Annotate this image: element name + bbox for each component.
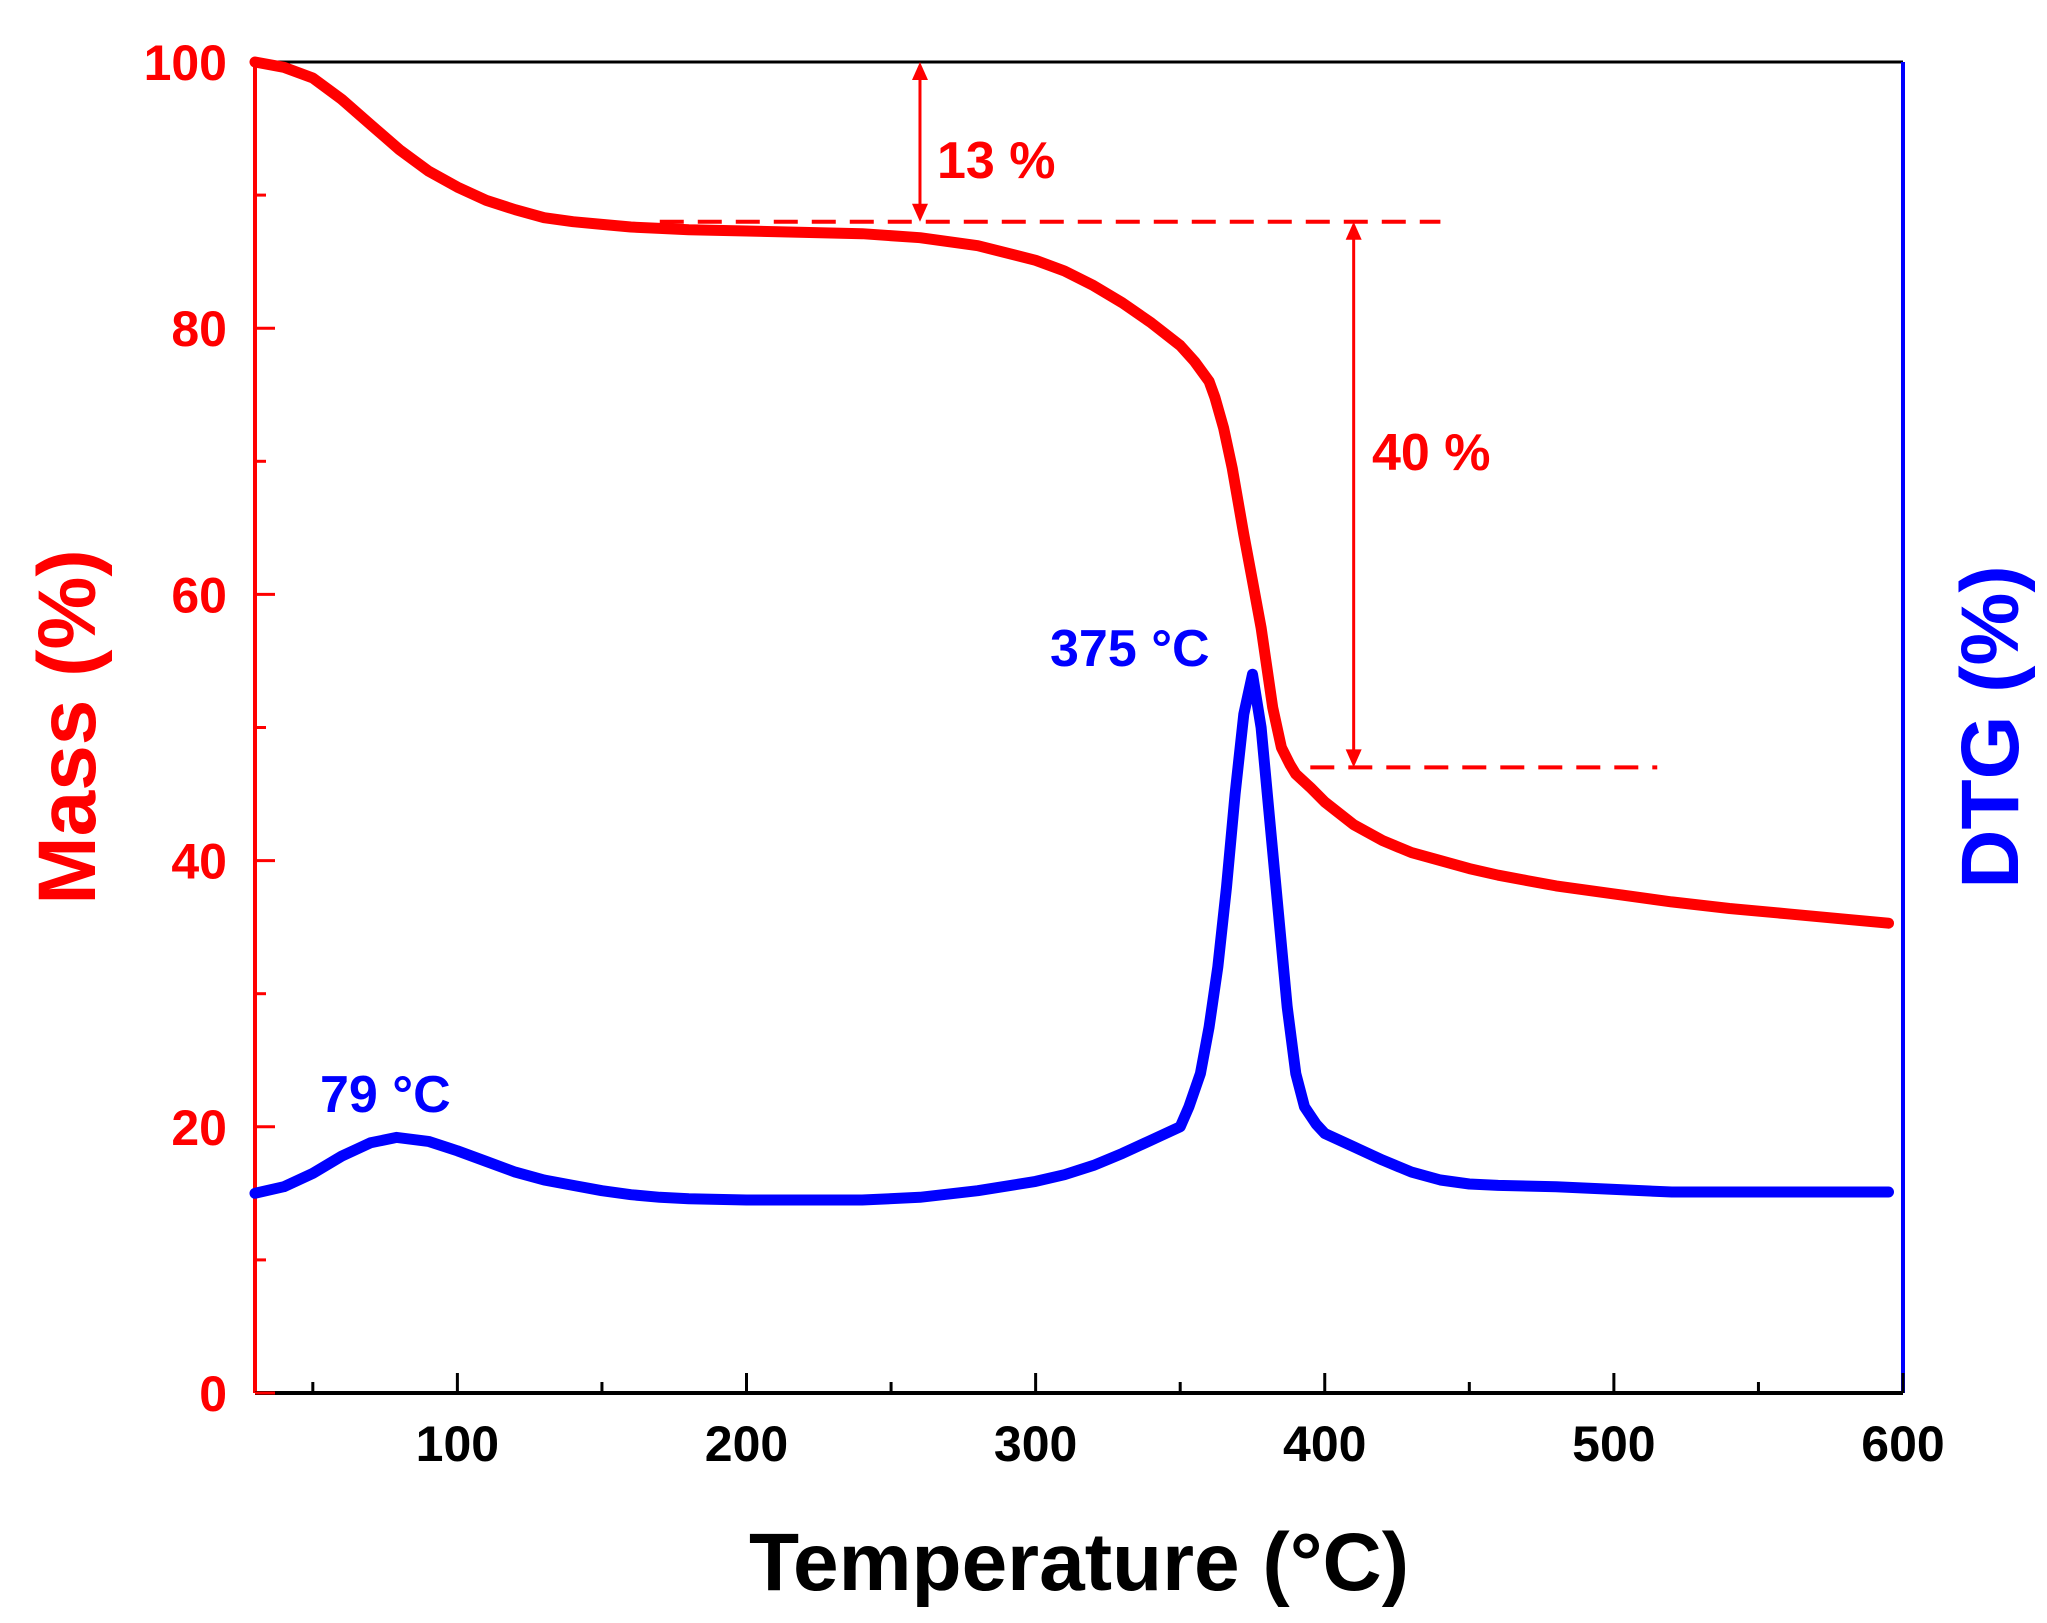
arrowhead-up-1 [1345,221,1362,240]
peak-label-79: 79 °C [320,1066,451,1124]
arrowhead-down-0 [911,203,928,222]
y-tick-label: 20 [171,1100,227,1156]
x-tick-label: 100 [416,1416,499,1472]
y-tick-label: 0 [199,1366,227,1422]
x-axis-title: Temperature (°C) [749,1517,1409,1608]
right-axis-title: DTG (%) [1945,565,2036,888]
y-tick-label: 40 [171,834,227,890]
y-tick-label: 60 [171,567,227,623]
arrowhead-down-1 [1345,749,1362,768]
series-line-dtg [249,668,1894,1206]
x-tick-label: 500 [1572,1416,1655,1472]
reference-lines [659,219,1658,770]
mass-loss-label-40: 40 % [1372,424,1491,482]
x-tick-label: 300 [994,1416,1077,1472]
y-tick-labels: 0 20 40 60 80 100 [144,35,227,1422]
series [249,56,1894,1206]
y-tick-label: 100 [144,35,227,91]
x-tick-label: 400 [1283,1416,1366,1472]
mass-loss-arrows [911,62,1362,768]
peak-label-375: 375 °C [1050,620,1210,678]
mass-loss-label-13: 13 % [937,132,1056,190]
series-line-mass [249,56,1894,929]
y-tick-label: 80 [171,301,227,357]
x-tick-label: 600 [1861,1416,1944,1472]
left-axis-title: Mass (%) [22,549,113,904]
x-tick-label: 200 [705,1416,788,1472]
x-tick-labels: 100 200 300 400 500 600 [416,1416,1945,1472]
arrowhead-up-0 [911,62,928,80]
